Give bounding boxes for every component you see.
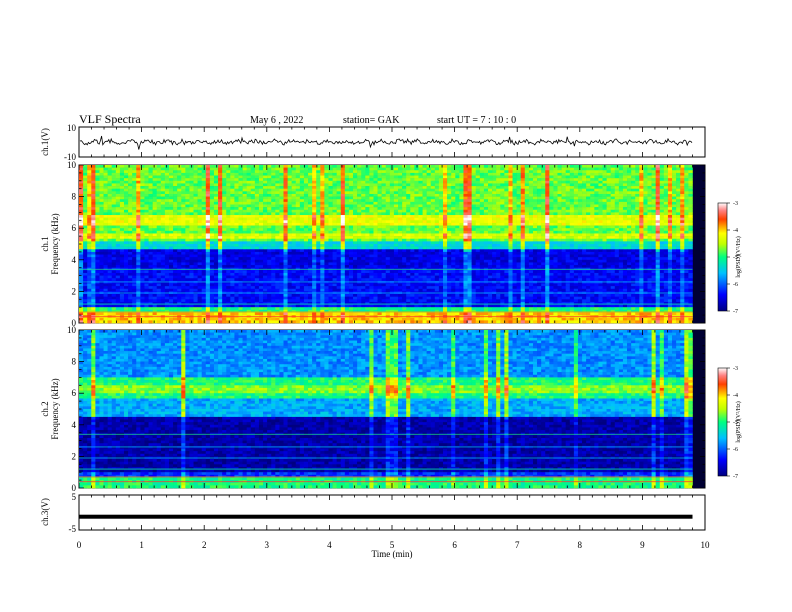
- ch1-waveform-ytick: -10: [64, 152, 76, 162]
- x-tick-label: 2: [202, 540, 207, 550]
- ch1-waveform-ytick: 10: [67, 123, 77, 133]
- colorbar-tick-label: -7: [733, 309, 738, 315]
- ch1-spectrogram: [79, 165, 705, 324]
- ch1-waveform-ylabel: ch.1(V): [40, 128, 50, 156]
- ch3-waveform-ytick: -5: [69, 524, 77, 534]
- ch1-colorbar-label: log(PSD)(V²/Hz): [735, 236, 742, 277]
- spectrogram-ytick: 4: [72, 255, 77, 265]
- colorbar-tick-label: -6: [733, 282, 738, 288]
- x-tick-label: 1: [139, 540, 144, 550]
- ch3-waveform-ylabel: ch.3(V): [40, 498, 50, 526]
- x-tick-label: 8: [578, 540, 583, 550]
- x-tick-label: 3: [265, 540, 270, 550]
- x-tick-label: 4: [327, 540, 332, 550]
- ch3-waveform-line: [79, 514, 693, 519]
- x-axis-label: Time (min): [372, 549, 413, 559]
- x-tick-label: 7: [515, 540, 520, 550]
- spectrogram-ytick: 10: [67, 160, 77, 170]
- ch3-waveform-frame: [78, 494, 706, 531]
- colorbar-tick-label: -5: [733, 255, 738, 261]
- ch2-colorbar-label: log(PSD)(V²/Hz): [735, 401, 742, 442]
- ch1-colorbar: -3 -4 -5 -6 -7 log(PSD)(V²/Hz): [717, 201, 742, 315]
- ch1-waveform-line: [79, 135, 693, 150]
- x-tick-label: 6: [452, 540, 457, 550]
- spectrogram-ytick: 4: [72, 420, 77, 430]
- x-tick-label: 9: [640, 540, 645, 550]
- ch1-spectrogram-ylabel-channel: ch.1: [40, 236, 50, 251]
- start-time-label: start UT = 7 : 10 : 0: [437, 115, 516, 126]
- colorbar-tick-label: -4: [733, 228, 738, 234]
- station-label: station= GAK: [343, 115, 400, 126]
- colorbar-tick-label: -7: [733, 474, 738, 480]
- colorbar-tick-label: -6: [733, 447, 738, 453]
- spectrogram-ytick: 8: [72, 192, 77, 202]
- ch2-spectrogram-ylabel-freq: Frequency (kHz): [50, 378, 60, 439]
- spectrogram-ytick: 10: [67, 325, 77, 335]
- spectrogram-ytick: 0: [72, 483, 77, 493]
- figure-title: VLF Spectra: [79, 112, 141, 126]
- ch1-spectrogram-ylabel-freq: Frequency (kHz): [50, 213, 60, 274]
- ch2-spectrogram: [79, 330, 705, 489]
- spectrogram-ytick: 2: [72, 451, 77, 461]
- colorbar-tick-label: -3: [733, 201, 738, 207]
- ch2-colorbar: -3 -4 -5 -6 -7 log(PSD)(V²/Hz): [717, 366, 742, 480]
- colorbar-tick-label: -4: [733, 393, 738, 399]
- colorbar-tick-label: -5: [733, 420, 738, 426]
- spectrogram-ytick: 8: [72, 357, 77, 367]
- spectrogram-ytick: 2: [72, 286, 77, 296]
- spectrogram-ytick: 6: [72, 223, 77, 233]
- x-tick-label: 0: [77, 540, 82, 550]
- date-label: May 6 , 2022: [250, 115, 303, 126]
- ch2-spectrogram-ylabel-channel: ch.2: [40, 401, 50, 416]
- x-tick-label: 5: [390, 540, 395, 550]
- spectrogram-ytick: 6: [72, 388, 77, 398]
- colorbar-tick-label: -3: [733, 366, 738, 372]
- spectrogram-ytick: 0: [72, 318, 77, 328]
- ch3-waveform-ytick: 5: [72, 492, 77, 502]
- x-tick-label: 10: [701, 540, 711, 550]
